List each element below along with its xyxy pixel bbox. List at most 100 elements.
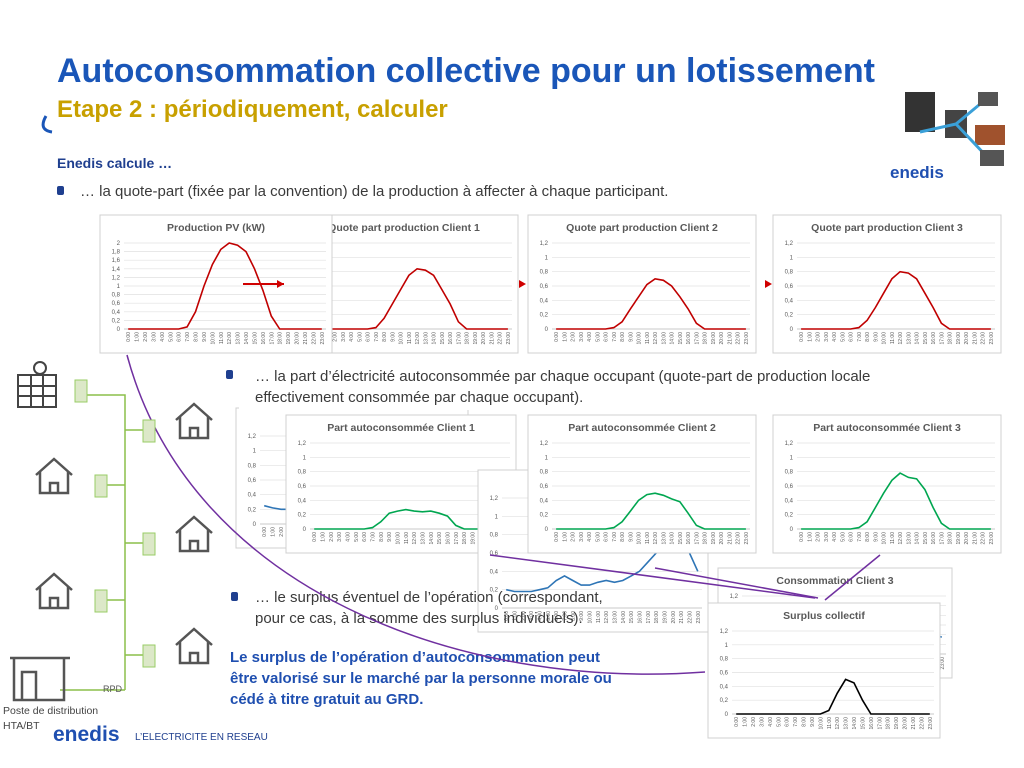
x-tick-label: 19:00: [286, 332, 292, 345]
y-tick-label: 1,8: [112, 250, 121, 256]
y-tick-label: 0,2: [112, 318, 121, 324]
x-tick-label: 22:00: [736, 532, 742, 545]
rpd-label: RPD: [103, 684, 123, 694]
y-tick-label: 1: [545, 255, 549, 261]
x-tick-label: 6:00: [849, 532, 855, 542]
x-tick-label: 5:00: [357, 332, 363, 342]
x-tick-label: 17:00: [694, 332, 700, 345]
x-tick-label: 13:00: [906, 332, 912, 345]
x-tick-label: 13:00: [844, 717, 850, 730]
x-tick-label: 15:00: [923, 332, 929, 345]
x-tick-label: 12:00: [653, 332, 659, 345]
text-backdrop: [239, 362, 1024, 410]
x-tick-label: 3:00: [341, 332, 347, 342]
y-tick-label: 1,2: [785, 441, 794, 447]
computer-icon: [980, 150, 1004, 166]
x-tick-label: 6:00: [604, 332, 610, 342]
x-tick-label: 6:00: [604, 532, 610, 542]
y-tick-label: 0,2: [248, 507, 257, 513]
x-tick-label: 8:00: [865, 332, 871, 342]
y-tick-label: 0,8: [248, 463, 257, 469]
x-tick-label: 3:00: [529, 611, 535, 621]
x-tick-label: 5:00: [168, 332, 174, 342]
arrows: [126, 280, 881, 675]
y-tick-label: 0: [545, 527, 549, 533]
y-tick-label: 0,6: [540, 284, 549, 290]
x-tick-label: 20:00: [964, 532, 970, 545]
chart-title: Part autoconsommée Client 3: [813, 422, 961, 434]
y-tick-label: 0,2: [540, 313, 549, 319]
x-tick-label: 6:00: [366, 332, 372, 342]
x-tick-label: 22:00: [688, 611, 694, 624]
x-tick-label: 0:00: [126, 332, 132, 342]
x-tick-label: 10:00: [396, 532, 402, 545]
x-tick-label: 18:00: [948, 332, 954, 345]
x-tick-label: 12:00: [412, 532, 418, 545]
chart-title: Production PV (kW): [167, 222, 265, 234]
x-tick-label: 19:00: [956, 532, 962, 545]
x-tick-label: 14:00: [429, 532, 435, 545]
series-line: [801, 472, 991, 530]
x-tick-label: 20:00: [719, 332, 725, 345]
mini-chart: Part autoconsommée Client 3 0 0,2 0,4 0,6 0,8…: [772, 414, 1002, 554]
series-line: [556, 277, 746, 330]
x-tick-label: 16:00: [931, 532, 937, 545]
x-tick-label: 16:00: [686, 532, 692, 545]
x-tick-label: 22:00: [919, 717, 925, 730]
x-tick-label: 21:00: [972, 532, 978, 545]
x-tick-label: 7:00: [563, 611, 569, 621]
x-tick-label: 17:00: [877, 717, 883, 730]
x-tick-label: 19:00: [471, 532, 477, 545]
y-tick-label: 0,4: [540, 498, 549, 504]
x-tick-label: 18:00: [278, 332, 284, 345]
y-tick-label: 0,4: [298, 498, 307, 504]
x-tick-label: 21:00: [679, 611, 685, 624]
x-tick-label: 23:00: [989, 532, 995, 545]
y-tick-label: 1,2: [298, 441, 307, 447]
y-tick-label: 1: [303, 455, 307, 461]
x-tick-label: 7:00: [612, 332, 618, 342]
y-tick-label: 0,4: [248, 493, 257, 499]
x-tick-label: 13:00: [423, 332, 429, 345]
x-tick-label: 5:00: [840, 532, 846, 542]
series-line: [736, 678, 930, 715]
chart-frame: [99, 214, 333, 354]
chart-frame: [772, 214, 1002, 354]
x-tick-label: 18:00: [948, 532, 954, 545]
x-tick-label: 11:00: [404, 532, 410, 544]
y-tick-label: 1,2: [112, 275, 121, 281]
x-tick-label: 2:00: [751, 717, 757, 727]
x-tick-label: 9:00: [628, 332, 634, 342]
x-tick-label: 21:00: [727, 532, 733, 545]
x-tick-label: 8:00: [620, 332, 626, 342]
x-tick-label: 0:00: [312, 532, 318, 542]
x-tick-label: 14:00: [670, 332, 676, 345]
bullet-icon: [57, 186, 64, 195]
computer-icon: [978, 92, 998, 106]
x-tick-label: 20:00: [481, 332, 487, 345]
solar-icon: [17, 361, 57, 408]
y-tick-label: 1,2: [490, 496, 499, 502]
x-tick-label: 17:00: [939, 532, 945, 545]
x-tick-label: 13:00: [661, 532, 667, 545]
decor: [41, 115, 53, 134]
x-tick-label: 4:00: [538, 611, 544, 621]
y-tick-label: 0,6: [785, 284, 794, 290]
x-tick-label: 4:00: [587, 332, 593, 342]
slide-title: Autoconsommation collective pour un loti…: [57, 52, 875, 90]
y-tick-label: 1,2: [248, 434, 257, 440]
x-tick-label: 19:00: [711, 532, 717, 545]
y-tick-label: 1,2: [730, 594, 739, 600]
x-tick-label: 15:00: [440, 332, 446, 345]
x-tick-label: 13:00: [236, 332, 242, 345]
x-tick-label: 15:00: [860, 717, 866, 730]
x-tick-label: 16:00: [931, 332, 937, 345]
bullet-icon: [231, 592, 238, 601]
x-tick-label: 18:00: [465, 332, 471, 345]
x-tick-label: 22:00: [498, 332, 504, 345]
mini-chart: Quote part production Client 3 0 0,2 0,4 0,6…: [772, 214, 1002, 354]
y-tick-label: 0,8: [785, 470, 794, 476]
x-tick-label: 20:00: [719, 532, 725, 545]
y-tick-label: 1,2: [540, 241, 549, 247]
x-tick-label: 18:00: [703, 532, 709, 545]
